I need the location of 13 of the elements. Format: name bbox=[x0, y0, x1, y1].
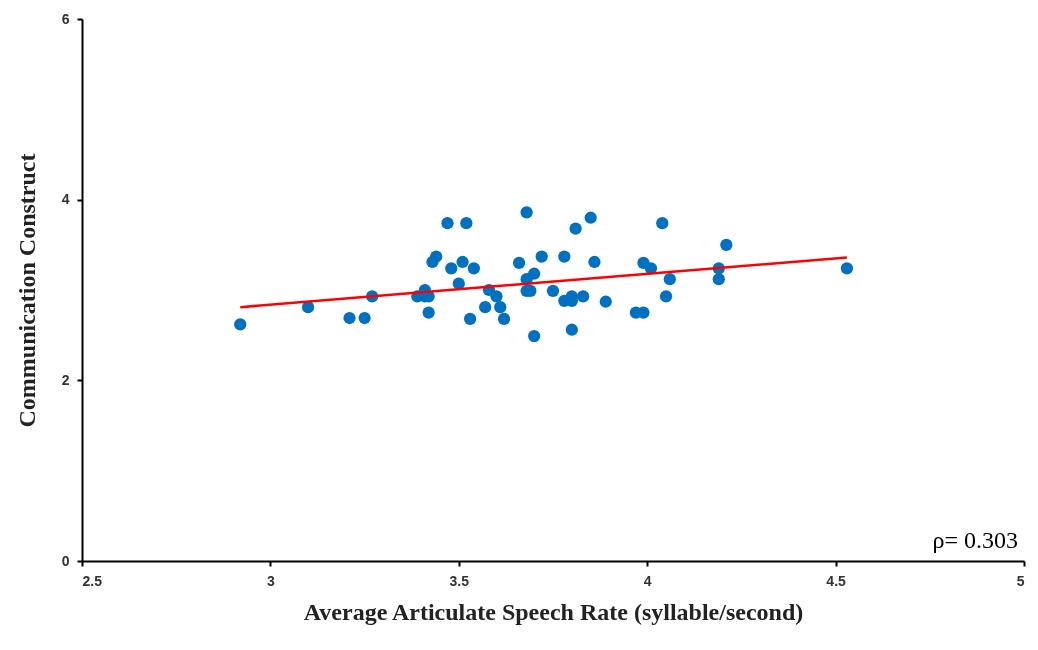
x-tick-label: 3.5 bbox=[449, 572, 470, 589]
y-tick-label: 0 bbox=[61, 552, 70, 569]
y-tick-label: 2 bbox=[61, 371, 70, 388]
x-tick-label: 2.5 bbox=[82, 572, 103, 589]
y-tick-label: 4 bbox=[61, 191, 70, 208]
annotation: ρ= 0.303 bbox=[932, 527, 1018, 553]
x-tick-label: 3 bbox=[267, 572, 275, 589]
x-axis-title: Average Articulate Speech Rate (syllable/second) bbox=[303, 598, 804, 625]
x-tick-label: 5 bbox=[1016, 572, 1025, 589]
x-tick-label: 4 bbox=[643, 572, 652, 589]
x-tick-label: 4.5 bbox=[826, 572, 847, 589]
y-axis-title: Communication Construct bbox=[13, 153, 40, 428]
y-tick-label: 6 bbox=[61, 10, 70, 27]
